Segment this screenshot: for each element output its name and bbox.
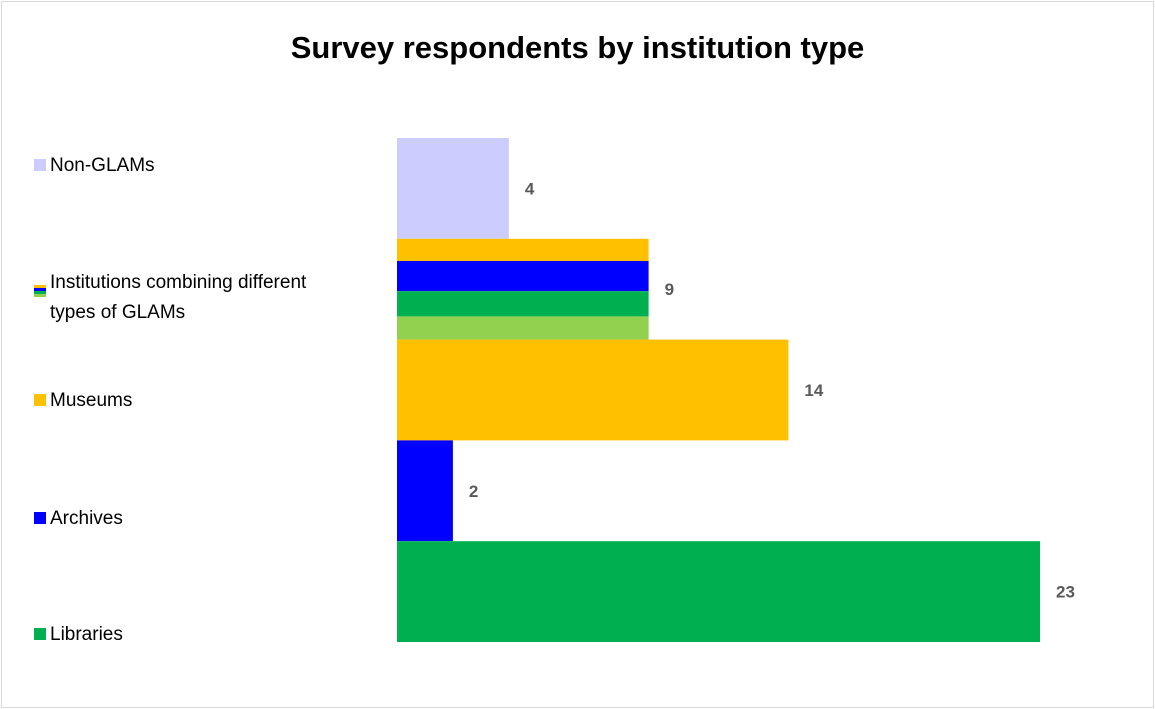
legend-swatch-multi — [34, 285, 46, 297]
legend-swatch — [34, 512, 46, 524]
bar-1-stripe-3 — [397, 316, 649, 340]
legend-label: Libraries — [50, 624, 123, 645]
legend-swatch — [34, 159, 46, 171]
legend-swatch — [34, 394, 46, 406]
legend-label-line1: Institutions combining different — [50, 272, 307, 293]
legend-item-combined-glams: Institutions combining different types o… — [34, 268, 306, 328]
bar-1-stripe-2 — [397, 291, 649, 317]
legend-label: Non-GLAMs — [50, 155, 155, 176]
bar-3 — [397, 440, 453, 542]
bar-0 — [397, 138, 509, 239]
bar-1 — [397, 238, 649, 340]
chart-title: Survey respondents by institution type — [290, 30, 865, 65]
bar-2 — [397, 339, 789, 441]
value-label-4: 23 — [1056, 583, 1075, 602]
value-label-0: 4 — [525, 179, 535, 198]
legend-swatch — [34, 628, 46, 640]
legend-item-archives: Archives — [34, 504, 123, 534]
legend-label: Museums — [50, 390, 133, 411]
bar-4 — [397, 541, 1040, 642]
value-label-2: 14 — [804, 381, 823, 400]
legend-item-museums: Museums — [34, 386, 132, 416]
legend-label: Archives — [50, 508, 123, 529]
legend-item-libraries: Libraries — [34, 620, 123, 650]
legend-label-line2: types of GLAMs — [50, 302, 186, 323]
value-label-3: 2 — [469, 482, 478, 501]
value-label-1: 9 — [665, 280, 674, 299]
bar-1-stripe-1 — [397, 260, 649, 292]
bar-1-stripe-0 — [397, 238, 649, 261]
legend-item-non-glams: Non-GLAMs — [34, 151, 155, 181]
